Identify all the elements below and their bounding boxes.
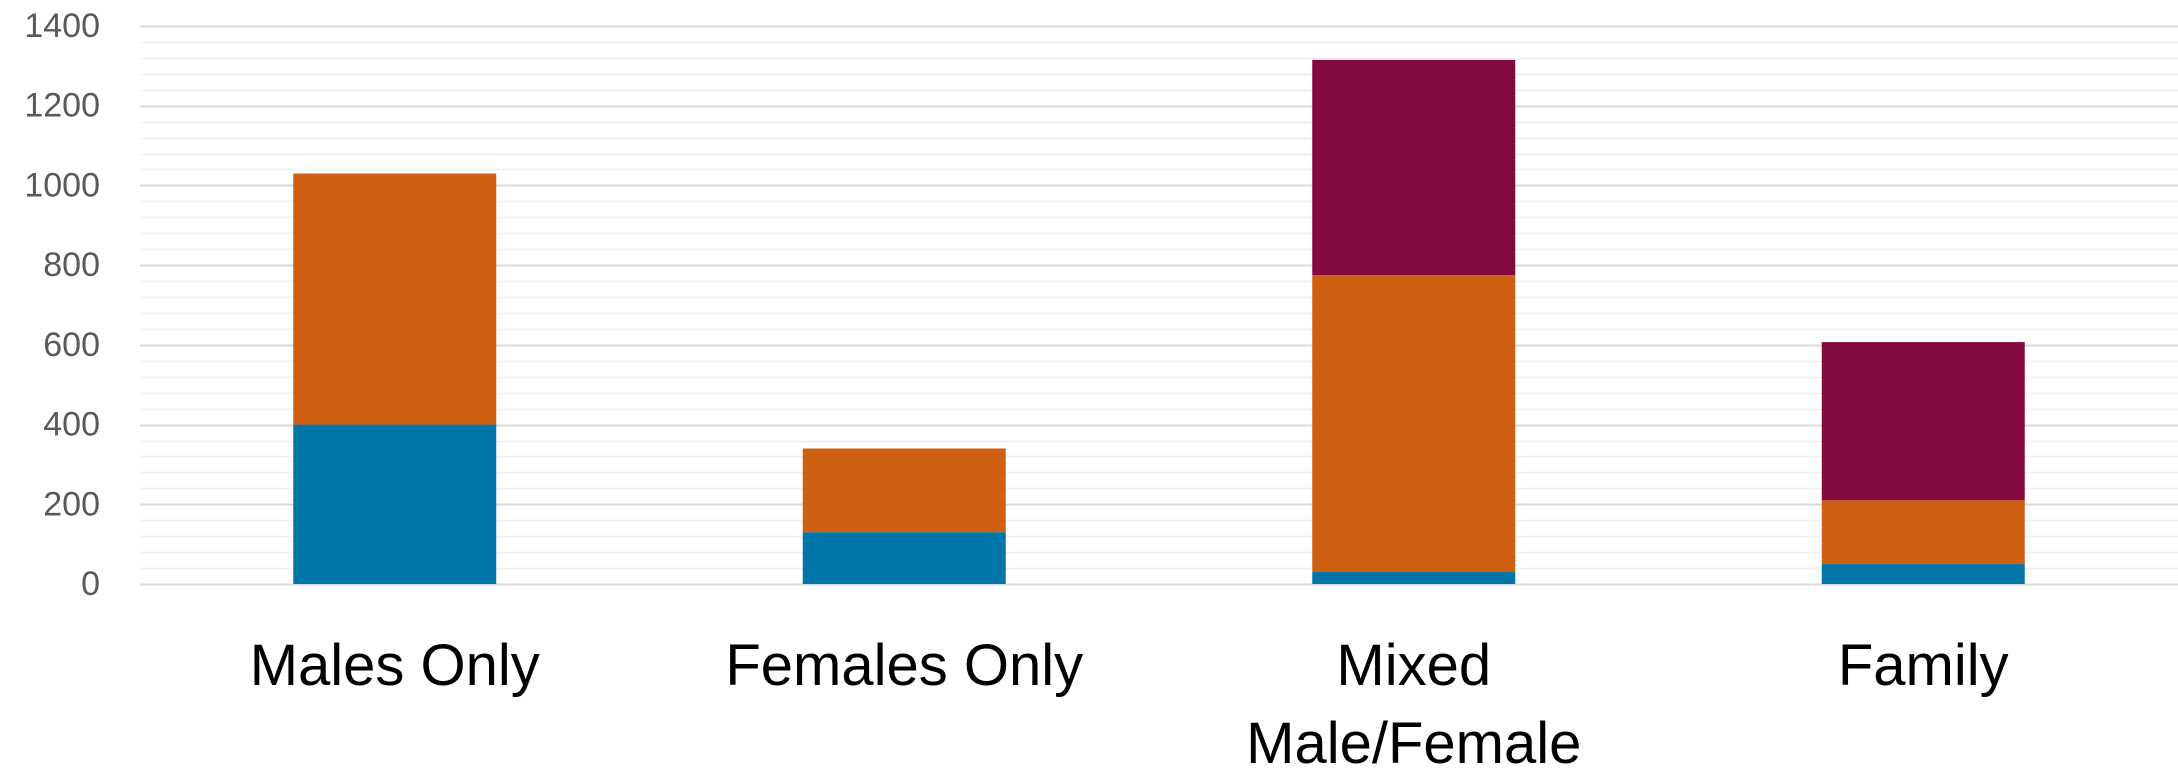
y-tick-label: 600 [43,326,100,364]
bar-segment-series-2 [1821,500,2025,565]
bar-segment-series-1 [293,424,497,584]
y-tick-label: 1000 [24,166,100,204]
bar-segment-series-2 [802,448,1006,533]
bar-segment-series-2 [293,173,497,425]
y-tick-label: 400 [43,406,100,444]
bar-segment-series-1 [1312,572,1516,584]
bar-segment-series-3 [1312,59,1516,276]
bars [293,59,2025,584]
x-category-label: Males Only [250,633,540,698]
x-category-label-line: Males Only [250,633,540,698]
x-category-label-line: Mixed [1336,633,1491,698]
y-tick-label: 1400 [24,7,100,45]
y-tick-label: 1200 [24,87,100,125]
bar-segment-series-1 [802,532,1006,584]
x-category-label-line: Family [1838,633,2009,698]
x-category-label-line: Male/Female [1246,711,1581,773]
x-category-label: Females Only [725,633,1083,698]
bar-segment-series-2 [1312,275,1516,573]
y-tick-label: 0 [81,565,100,603]
bar-segment-series-1 [1821,564,2025,584]
x-axis-category-labels: Males Only Females Only Mixed Male/Female Fa… [250,633,2009,773]
y-tick-label: 200 [43,485,100,523]
x-category-label-line: Females Only [725,633,1083,698]
x-category-label: Mixed Male/Female [1246,633,1581,773]
y-tick-label: 800 [43,246,100,284]
y-axis-tick-labels: 0 200 400 600 800 1000 1200 1400 [24,7,100,603]
x-category-label: Family [1838,633,2009,698]
bar-segment-series-3 [1821,342,2025,501]
